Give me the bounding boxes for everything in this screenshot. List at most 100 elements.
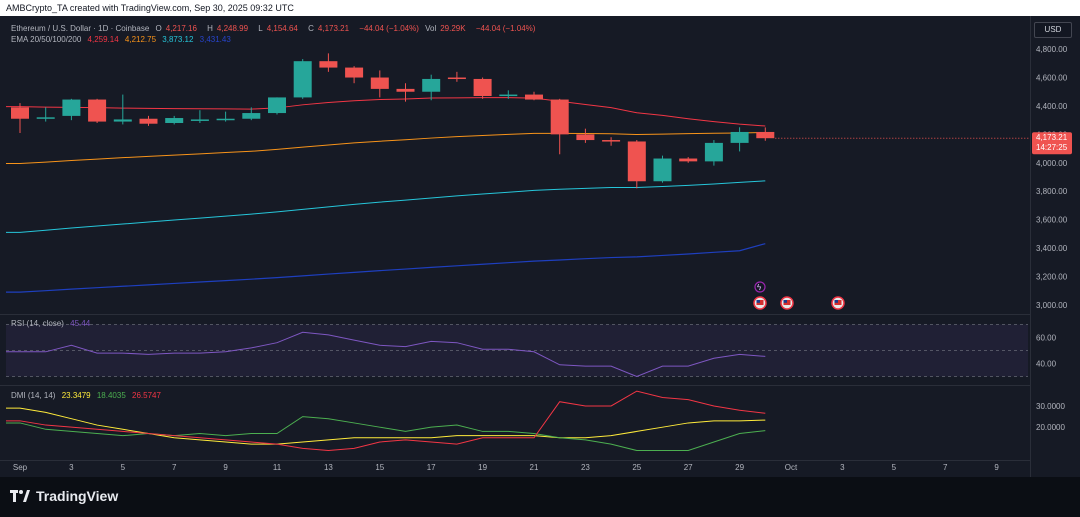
x-tick-label: 7 xyxy=(943,463,948,472)
tradingview-logo-icon xyxy=(10,490,30,502)
rsi-legend: RSI (14, close) 45.44 xyxy=(11,319,94,328)
ema-line-ema200 xyxy=(6,243,766,293)
high-value: 4,248.99 xyxy=(216,24,249,33)
candle-body xyxy=(370,77,389,89)
ema-legend: EMA 20/50/100/200 4,259.14 4,212.75 3,87… xyxy=(11,35,235,44)
candle-body xyxy=(268,97,286,114)
minus-di-value: 26.5747 xyxy=(132,391,161,400)
footer xyxy=(0,477,1080,517)
price-tick-label: 3,200.00 xyxy=(1036,272,1068,281)
candle-body xyxy=(190,119,209,121)
tradingview-logo[interactable]: TradingView xyxy=(10,488,118,504)
candle-body xyxy=(242,113,261,119)
dmi-line-adx xyxy=(6,407,766,445)
open-value: 4,217.16 xyxy=(165,24,197,33)
x-tick-label: 7 xyxy=(172,463,177,472)
candle-body xyxy=(447,77,466,80)
ema50-value: 4,212.75 xyxy=(124,35,157,44)
x-tick-label: 25 xyxy=(632,463,641,472)
price-tick-label: 3,600.00 xyxy=(1036,216,1068,225)
tradingview-logo-text: TradingView xyxy=(36,488,119,504)
open-label: O xyxy=(155,24,162,33)
price-tick-label: 4,600.00 xyxy=(1036,74,1068,83)
us-flag-canton xyxy=(756,300,760,303)
candle-body xyxy=(36,117,55,119)
last-price-label: 4,173.21 xyxy=(1036,133,1068,142)
candle-body xyxy=(653,158,672,182)
candle-body xyxy=(88,99,107,122)
ohlc-close: C 4,173.21 xyxy=(308,24,353,33)
x-tick-label: 3 xyxy=(840,463,845,472)
candle-body xyxy=(576,134,595,141)
low-value: 4,154.64 xyxy=(266,24,298,33)
candle-body xyxy=(602,140,621,142)
dmi-tick-label: 20.0000 xyxy=(1036,423,1065,432)
lightning-icon xyxy=(754,281,766,293)
rsi-line xyxy=(6,331,766,378)
ema200-value: 3,431.43 xyxy=(199,35,231,44)
candle-body xyxy=(216,118,235,121)
ema-line-ema20 xyxy=(6,97,766,127)
volume-value: 29.29K xyxy=(440,24,466,33)
dmi-legend: DMI (14, 14) 23.3479 18.4035 26.5747 xyxy=(11,391,165,400)
ohlc-low: L 4,154.64 xyxy=(258,24,302,33)
low-label: L xyxy=(258,24,263,33)
price-tick-label: 3,000.00 xyxy=(1036,301,1068,310)
caption-text: AMBCrypto_TA created with TradingView.co… xyxy=(6,3,294,13)
x-tick-label: 9 xyxy=(223,463,228,472)
price-tick-label: 4,400.00 xyxy=(1036,102,1068,111)
volume-change: −44.04 (−1.04%) xyxy=(475,24,536,33)
candle-body xyxy=(396,88,415,92)
candle-body xyxy=(550,99,569,135)
x-tick-label: 5 xyxy=(121,463,126,472)
plus-di-value: 18.4035 xyxy=(96,391,126,400)
candle-body xyxy=(62,99,81,116)
dmi-line-di xyxy=(6,390,766,452)
ohlc-high: H 4,248.99 xyxy=(207,24,252,33)
close-value: 4,173.21 xyxy=(317,24,350,33)
rsi-label: RSI (14, close) xyxy=(11,319,64,328)
x-tick-label: Sep xyxy=(13,463,28,472)
currency-button[interactable]: USD xyxy=(1034,22,1072,38)
ohlc-open: O 4,217.16 xyxy=(156,24,201,33)
symbol-legend: Ethereum / U.S. Dollar · 1D · Coinbase O… xyxy=(11,24,539,33)
close-label: C xyxy=(308,24,314,33)
rsi-tick-label: 40.00 xyxy=(1036,360,1057,369)
chart-frame[interactable] xyxy=(0,16,1080,477)
x-tick-label: 23 xyxy=(581,463,590,472)
caption-bar: AMBCrypto_TA created with TradingView.co… xyxy=(0,0,1080,16)
x-tick-label: 17 xyxy=(427,463,436,472)
ema-line-ema50 xyxy=(6,132,766,164)
x-tick-label: 13 xyxy=(324,463,333,472)
candle-body xyxy=(11,107,29,119)
x-tick-label: 29 xyxy=(735,463,744,472)
dmi-label: DMI (14, 14) xyxy=(11,391,56,400)
volume: Vol 29.29K xyxy=(425,24,469,33)
candle-body xyxy=(345,67,364,78)
candle-body xyxy=(704,142,723,162)
x-tick-label: 21 xyxy=(530,463,539,472)
us-flag-canton xyxy=(783,300,787,303)
candle-body xyxy=(525,94,543,100)
ema20-value: 4,259.14 xyxy=(87,35,119,44)
us-flag-canton xyxy=(834,300,838,303)
ema-label: EMA 20/50/100/200 xyxy=(11,35,82,44)
candle-body xyxy=(730,131,749,143)
candle-body xyxy=(139,118,158,124)
x-tick-label: 5 xyxy=(892,463,897,472)
candle-body xyxy=(422,78,441,92)
x-tick-label: 27 xyxy=(684,463,693,472)
candle-body xyxy=(679,158,698,162)
ema100-value: 3,873.12 xyxy=(162,35,194,44)
last-price-tag xyxy=(1032,132,1072,155)
x-tick-label: 19 xyxy=(478,463,487,472)
x-tick-label: 3 xyxy=(69,463,74,472)
candle-body xyxy=(165,118,184,123)
lightning-glyph: ϟ xyxy=(757,283,762,292)
price-tick-label: 3,400.00 xyxy=(1036,244,1068,253)
adx-value: 23.3479 xyxy=(61,391,91,400)
rsi-value: 45.44 xyxy=(70,319,91,328)
dmi-tick-label: 30.0000 xyxy=(1036,402,1065,411)
candle-body xyxy=(627,141,646,182)
